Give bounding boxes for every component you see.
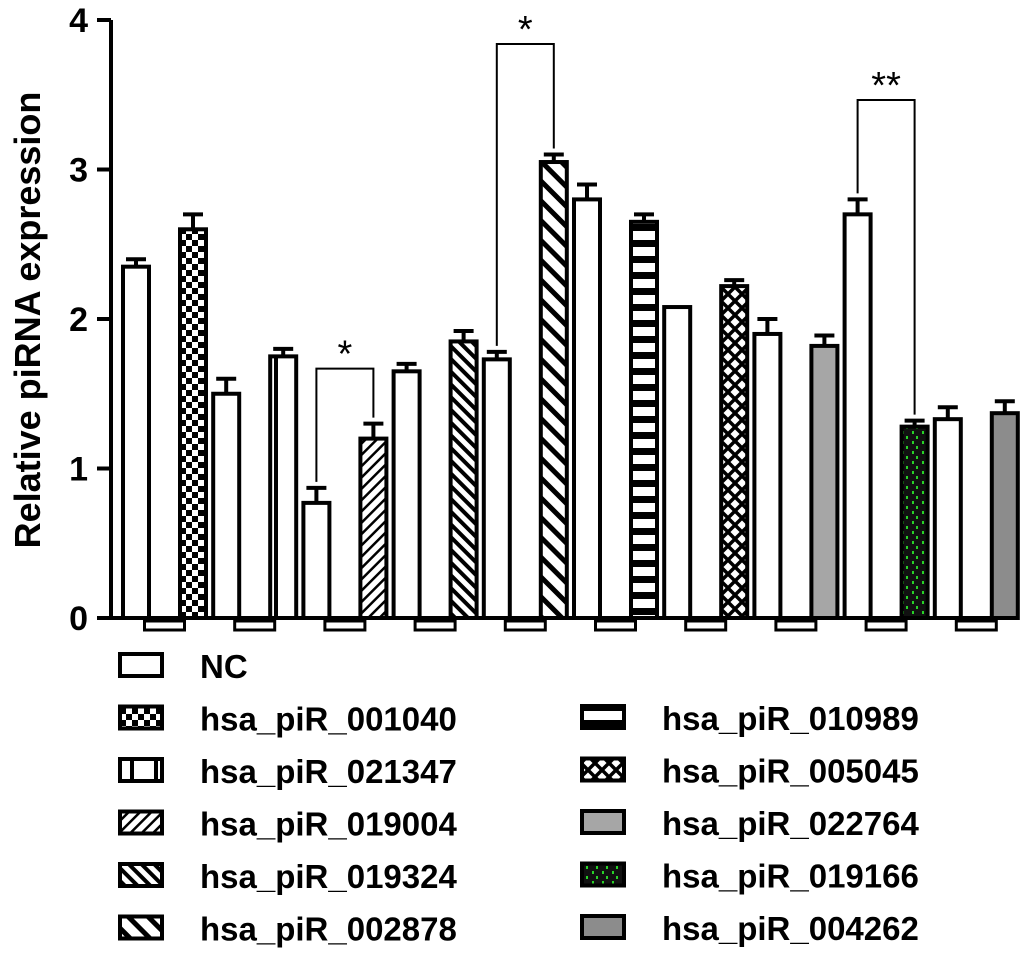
significance-bracket [315, 367, 375, 482]
legend-label: NC [200, 648, 248, 685]
legend-label: hsa_piR_001040 [200, 701, 457, 738]
significance-bracket [495, 43, 555, 346]
legend-label: hsa_piR_010989 [662, 700, 919, 737]
legend-label: hsa_piR_019166 [662, 858, 919, 895]
bar [572, 197, 602, 620]
legend-swatch [118, 914, 164, 941]
y-tick-label: 1 [69, 451, 88, 489]
legend-item: NC [118, 648, 248, 685]
y-ticks: 0 1 2 3 4 [69, 2, 111, 638]
y-tick-label: 2 [69, 301, 88, 339]
legend-label: hsa_piR_019324 [200, 858, 457, 895]
bar [989, 411, 1020, 620]
bar [899, 424, 930, 621]
legend-label: hsa_piR_002878 [200, 911, 457, 948]
significance-bracket [856, 99, 916, 415]
legend-swatch [118, 704, 164, 731]
legend-label: hsa_piR_022764 [662, 805, 919, 842]
y-tick-label: 0 [69, 600, 88, 638]
legend-label: hsa_piR_021347 [200, 753, 457, 790]
group-marker [503, 619, 547, 632]
bar [178, 227, 208, 621]
legend-label: hsa_piR_004262 [662, 910, 919, 947]
legend-item: hsa_piR_010989 [580, 700, 919, 737]
legend-label: hsa_piR_019004 [200, 806, 457, 843]
significance-label: * [518, 9, 533, 51]
legend-item: hsa_piR_005045 [580, 753, 919, 790]
bar [481, 357, 512, 620]
legend-swatch [580, 704, 626, 730]
legend-swatch [118, 809, 164, 836]
bar [301, 500, 332, 621]
bar [358, 436, 389, 620]
legend-swatch [580, 861, 626, 888]
bar [842, 212, 873, 620]
group-marker [143, 619, 186, 632]
significance-brackets: **** [315, 9, 916, 482]
legend-item: hsa_piR_004262 [580, 910, 919, 947]
legend-item: hsa_piR_019004 [118, 806, 457, 843]
legend-item: hsa_piR_019324 [118, 858, 457, 895]
group-marker [684, 619, 728, 632]
legend-item: hsa_piR_019166 [580, 858, 919, 895]
y-tick-label: 3 [69, 152, 88, 190]
bar [719, 284, 750, 620]
legend-swatch [118, 757, 164, 783]
bar [448, 339, 479, 620]
group-marker [954, 619, 998, 632]
group-marker [774, 619, 818, 632]
significance-label: ** [871, 65, 901, 107]
bar [752, 331, 783, 620]
bar [268, 354, 299, 620]
legend-swatch [580, 809, 626, 835]
legend-item: hsa_piR_002878 [118, 911, 457, 948]
legend-item: hsa_piR_001040 [118, 701, 457, 738]
legend-item: hsa_piR_022764 [580, 805, 919, 842]
bar [809, 343, 840, 620]
legend: NC hsa_piR_001040 hsa_piR_021347 hsa_piR_01… [118, 648, 919, 948]
group-marker [323, 619, 367, 632]
legend-swatch [580, 914, 626, 940]
significance-label: * [338, 334, 353, 376]
bar [538, 160, 569, 620]
bar [629, 219, 659, 620]
bar [121, 264, 151, 620]
bar [391, 369, 422, 621]
bar [662, 305, 693, 620]
group-marker [413, 619, 457, 632]
group-marker [864, 619, 908, 632]
bar [932, 417, 963, 621]
y-axis-label: Relative piRNA expression [7, 92, 48, 549]
y-tick-label: 4 [69, 2, 88, 40]
group-marker [594, 619, 637, 632]
group-marker [233, 619, 277, 632]
legend-label: hsa_piR_005045 [662, 753, 919, 790]
legend-item: hsa_piR_021347 [118, 753, 457, 790]
bar-groups [121, 152, 1020, 632]
bar [211, 391, 242, 620]
legend-swatch [118, 652, 164, 678]
legend-swatch [580, 756, 626, 783]
legend-swatch [118, 862, 164, 888]
